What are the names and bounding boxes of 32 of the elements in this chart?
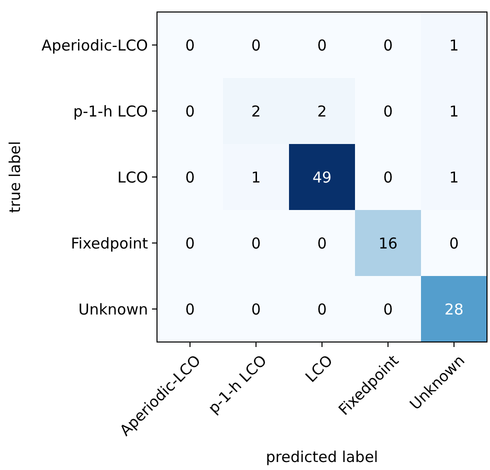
data-label: 0	[383, 102, 393, 120]
y-tick-label: Aperiodic-LCO	[41, 36, 148, 54]
data-label: 0	[383, 168, 393, 186]
data-label: 2	[317, 102, 327, 120]
y-tick-label: Fixedpoint	[70, 234, 148, 252]
y-tick-label: LCO	[117, 168, 148, 186]
data-label: 0	[317, 300, 327, 318]
data-label: 0	[383, 300, 393, 318]
data-label: 1	[449, 168, 459, 186]
data-label: 0	[185, 102, 195, 120]
data-label: 1	[251, 168, 261, 186]
x-axis-title: predicted label	[266, 448, 378, 466]
y-axis-title: true label	[6, 141, 24, 213]
data-label: 0	[185, 300, 195, 318]
data-label: 0	[317, 234, 327, 252]
data-label: 1	[449, 102, 459, 120]
data-label: 16	[378, 234, 398, 252]
data-label: 0	[185, 168, 195, 186]
data-label: 0	[185, 234, 195, 252]
data-label: 0	[251, 36, 261, 54]
data-label: 28	[444, 300, 464, 318]
data-label: 1	[449, 36, 459, 54]
data-label: 0	[317, 36, 327, 54]
data-label: 0	[185, 36, 195, 54]
y-tick-label: Unknown	[78, 300, 148, 318]
y-tick-label: p-1-h LCO	[73, 102, 148, 120]
data-label: 0	[449, 234, 459, 252]
data-label: 0	[251, 300, 261, 318]
data-label: 49	[312, 168, 332, 186]
data-label: 0	[383, 36, 393, 54]
data-label: 2	[251, 102, 261, 120]
data-label: 0	[251, 234, 261, 252]
